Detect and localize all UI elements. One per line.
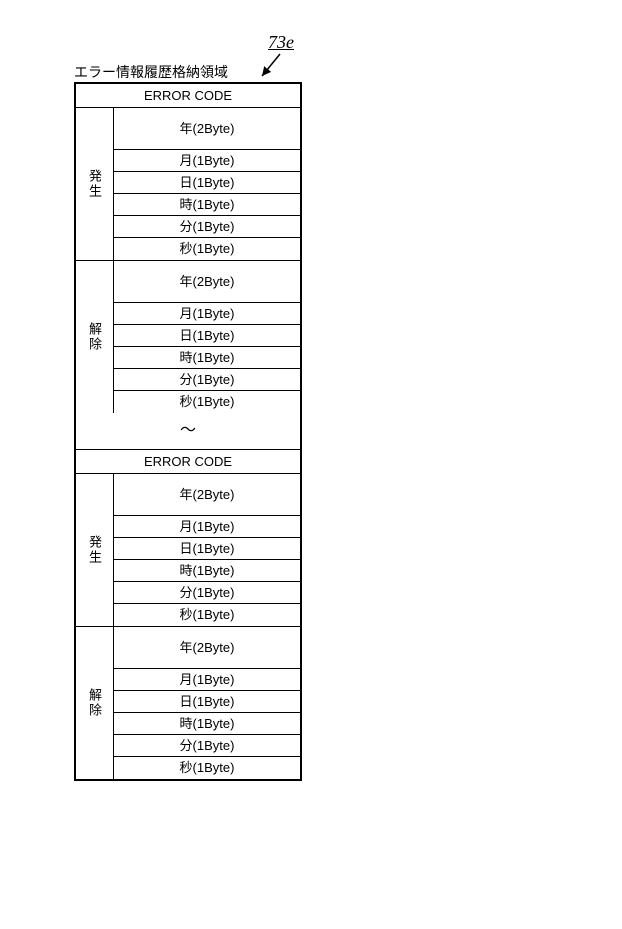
- fields-column: 年(2Byte)月(1Byte)日(1Byte)時(1Byte)分(1Byte)…: [114, 261, 300, 413]
- field-cell: 月(1Byte): [114, 516, 300, 538]
- field-cell: 日(1Byte): [114, 691, 300, 713]
- group-side-label: 解除: [76, 627, 114, 779]
- header-error-code-2: ERROR CODE: [76, 450, 300, 474]
- field-cell: 時(1Byte): [114, 560, 300, 582]
- field-cell: 秒(1Byte): [114, 757, 300, 779]
- fields-column: 年(2Byte)月(1Byte)日(1Byte)時(1Byte)分(1Byte)…: [114, 627, 300, 779]
- field-cell: 月(1Byte): [114, 669, 300, 691]
- field-cell: 日(1Byte): [114, 325, 300, 347]
- field-cell: 時(1Byte): [114, 194, 300, 216]
- group-side-label: 解除: [76, 261, 114, 413]
- field-cell: 月(1Byte): [114, 303, 300, 325]
- field-cell: 年(2Byte): [114, 108, 300, 150]
- field-cell: 日(1Byte): [114, 172, 300, 194]
- field-cell: 時(1Byte): [114, 713, 300, 735]
- field-cell: 月(1Byte): [114, 150, 300, 172]
- group-side-label: 発生: [76, 474, 114, 626]
- field-cell: 秒(1Byte): [114, 391, 300, 413]
- field-cell: 分(1Byte): [114, 216, 300, 238]
- field-cell: 分(1Byte): [114, 582, 300, 604]
- field-cell: 年(2Byte): [114, 627, 300, 669]
- field-cell: 時(1Byte): [114, 347, 300, 369]
- fields-column: 年(2Byte)月(1Byte)日(1Byte)時(1Byte)分(1Byte)…: [114, 108, 300, 260]
- diagram-title: エラー情報履歴格納領域: [74, 62, 228, 82]
- header-error-code-1: ERROR CODE: [76, 84, 300, 108]
- field-cell: 年(2Byte): [114, 474, 300, 516]
- timestamp-group: 解除年(2Byte)月(1Byte)日(1Byte)時(1Byte)分(1Byt…: [76, 627, 300, 779]
- field-cell: 日(1Byte): [114, 538, 300, 560]
- timestamp-group: 解除年(2Byte)月(1Byte)日(1Byte)時(1Byte)分(1Byt…: [76, 261, 300, 413]
- ellipsis-row: ～: [76, 413, 300, 450]
- storage-area-table: ERROR CODE 発生年(2Byte)月(1Byte)日(1Byte)時(1…: [74, 82, 302, 781]
- group-side-label: 発生: [76, 108, 114, 260]
- fields-column: 年(2Byte)月(1Byte)日(1Byte)時(1Byte)分(1Byte)…: [114, 474, 300, 626]
- field-cell: 年(2Byte): [114, 261, 300, 303]
- timestamp-group: 発生年(2Byte)月(1Byte)日(1Byte)時(1Byte)分(1Byt…: [76, 474, 300, 627]
- field-cell: 分(1Byte): [114, 369, 300, 391]
- field-cell: 秒(1Byte): [114, 238, 300, 260]
- field-cell: 分(1Byte): [114, 735, 300, 757]
- timestamp-group: 発生年(2Byte)月(1Byte)日(1Byte)時(1Byte)分(1Byt…: [76, 108, 300, 261]
- reference-label: 73e: [268, 32, 294, 53]
- field-cell: 秒(1Byte): [114, 604, 300, 626]
